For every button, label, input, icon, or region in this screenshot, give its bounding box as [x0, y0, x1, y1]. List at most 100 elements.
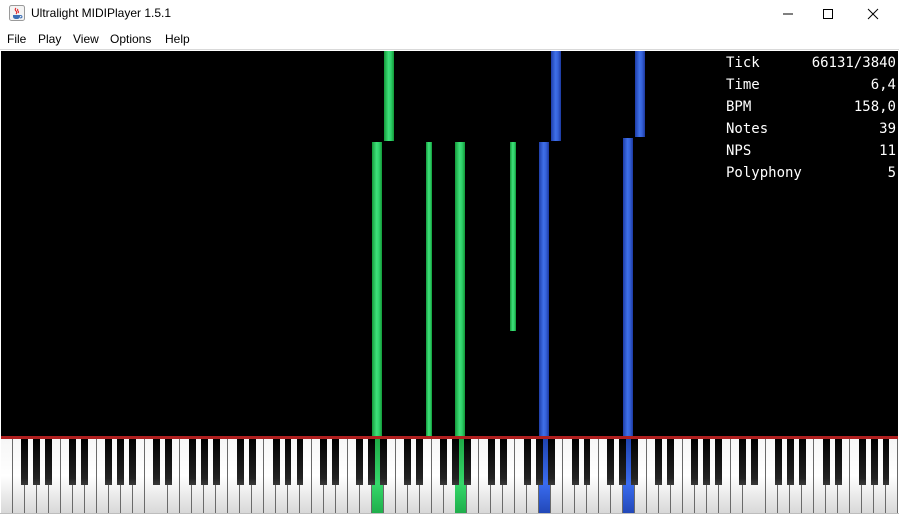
close-icon [867, 8, 879, 20]
stat-label: BPM [726, 99, 752, 115]
stat-tick: Tick 66131/3840 [726, 53, 896, 75]
maximize-button[interactable] [805, 0, 851, 28]
black-key [236, 439, 244, 485]
black-key [631, 439, 639, 485]
stat-notes: Notes 39 [726, 119, 896, 141]
black-key [882, 439, 890, 485]
black-key [655, 439, 663, 485]
black-key [535, 439, 543, 485]
black-key [487, 439, 495, 485]
black-key [69, 439, 77, 485]
note-canvas [1, 51, 898, 436]
black-key [786, 439, 794, 485]
menu-divider [0, 49, 899, 50]
menu-bar: File Play View Options Help [0, 29, 899, 50]
black-key [272, 439, 280, 485]
stat-label: Notes [726, 121, 769, 137]
black-key [380, 439, 388, 485]
black-key [547, 439, 555, 485]
black-key [571, 439, 579, 485]
minimize-icon [783, 13, 793, 15]
black-key [129, 439, 136, 485]
maximize-icon [823, 9, 833, 19]
stats-panel: Tick 66131/3840 Time 6,4 BPM 158,0 Notes… [726, 53, 896, 185]
black-key [332, 439, 340, 485]
black-key [715, 439, 723, 485]
black-key [822, 439, 830, 485]
falling-note [635, 51, 645, 137]
falling-note [539, 142, 549, 436]
stat-label: Tick [726, 55, 760, 71]
menu-view[interactable]: View [73, 32, 99, 46]
menu-file[interactable]: File [7, 32, 27, 46]
stat-value: 158,0 [853, 99, 896, 115]
menu-options[interactable]: Options [110, 32, 152, 46]
stat-bpm: BPM 158,0 [726, 97, 896, 119]
black-key [858, 439, 866, 485]
black-key [117, 439, 125, 485]
close-button[interactable] [850, 0, 896, 28]
black-key [188, 439, 196, 485]
black-key [200, 439, 208, 485]
white-key [1, 439, 13, 513]
stat-value: 39 [879, 121, 896, 137]
black-key [691, 439, 699, 485]
black-key [296, 439, 304, 485]
black-key [834, 439, 842, 485]
black-key [356, 439, 364, 485]
black-key [248, 439, 256, 485]
black-key [583, 439, 591, 485]
black-key [774, 439, 782, 485]
black-key [870, 439, 878, 485]
stat-polyphony: Polyphony 5 [726, 163, 896, 185]
black-key [463, 439, 471, 485]
black-key [153, 439, 160, 485]
black-key [284, 439, 292, 485]
menu-play[interactable]: Play [38, 32, 62, 46]
black-key [45, 439, 53, 485]
falling-note [384, 51, 394, 141]
stat-value: 6,4 [870, 77, 896, 93]
falling-note [426, 142, 432, 436]
black-key [751, 439, 758, 485]
title-bar: Ultralight MIDIPlayer 1.5.1 [0, 0, 899, 28]
stat-nps: NPS 11 [726, 141, 896, 163]
falling-note [510, 142, 516, 331]
black-key [452, 439, 459, 485]
stat-time: Time 6,4 [726, 75, 896, 97]
falling-note [372, 142, 382, 436]
black-key [81, 439, 89, 485]
menu-help[interactable]: Help [165, 32, 190, 46]
piano-keyboard [1, 439, 898, 513]
black-key [320, 439, 328, 485]
stat-label: NPS [726, 143, 752, 159]
black-key [798, 439, 806, 485]
black-key [212, 439, 220, 485]
black-key [523, 439, 531, 485]
black-key [619, 439, 627, 485]
java-icon [9, 5, 25, 21]
black-key [164, 439, 172, 485]
black-key [368, 439, 376, 485]
black-key [105, 439, 113, 485]
black-key [440, 439, 447, 485]
black-key [404, 439, 412, 485]
black-key [703, 439, 711, 485]
black-key [499, 439, 507, 485]
stat-value: 66131/3840 [811, 55, 896, 71]
falling-note [551, 51, 561, 141]
falling-note [623, 138, 633, 436]
stat-value: 5 [887, 165, 896, 181]
stat-value: 11 [879, 143, 896, 159]
black-key [607, 439, 615, 485]
stat-label: Time [726, 77, 760, 93]
black-key [739, 439, 746, 485]
black-key [667, 439, 675, 485]
white-key [886, 439, 898, 513]
black-key [21, 439, 29, 485]
black-key [416, 439, 424, 485]
falling-note [455, 142, 465, 436]
minimize-button[interactable] [765, 0, 811, 28]
stat-label: Polyphony [726, 165, 802, 181]
window-title: Ultralight MIDIPlayer 1.5.1 [31, 6, 172, 20]
